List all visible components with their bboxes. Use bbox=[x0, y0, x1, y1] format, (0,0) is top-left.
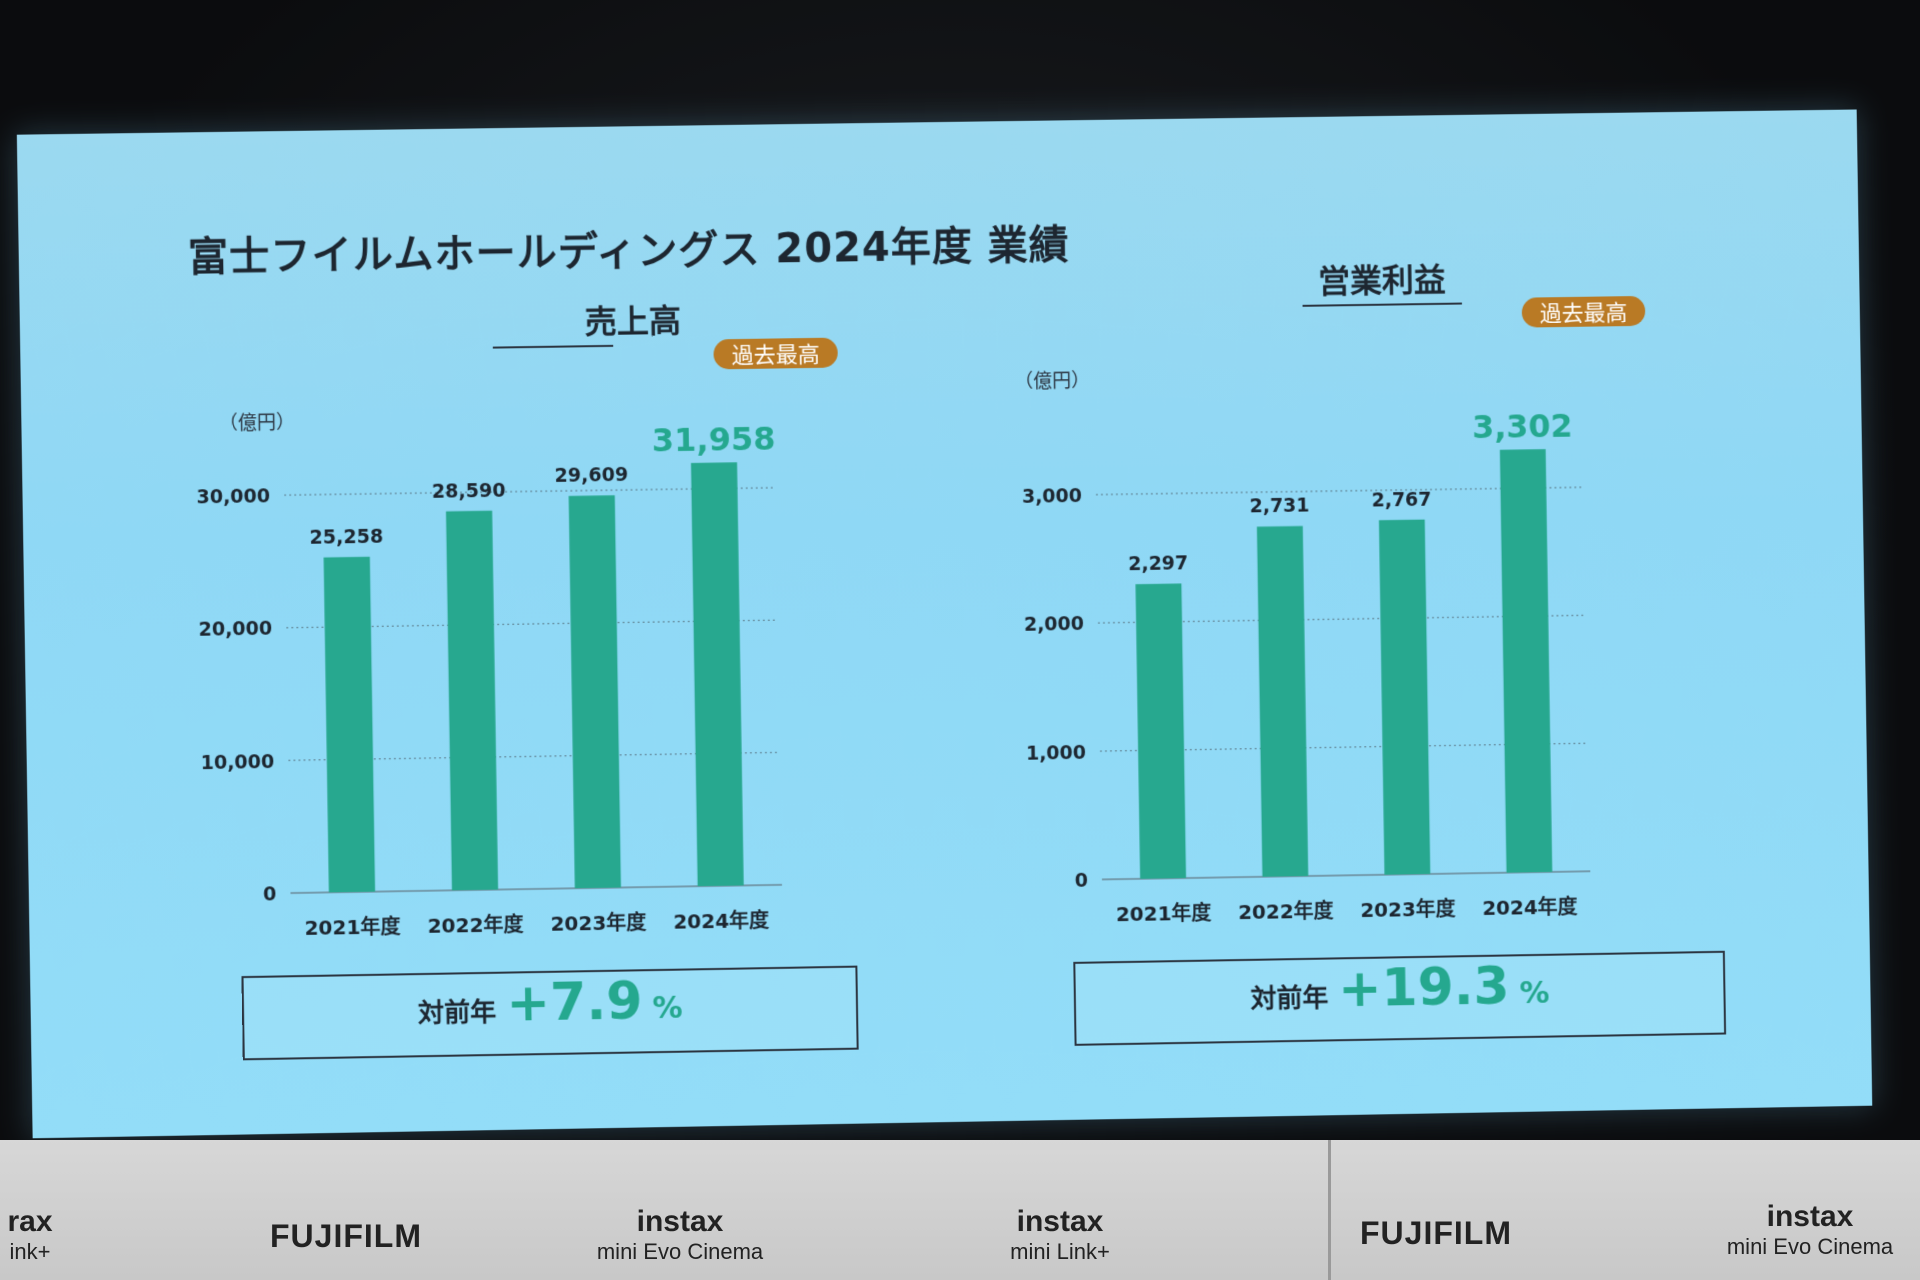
yoy-label: 対前年 bbox=[417, 997, 497, 1030]
x-tick-label: 2024年度 bbox=[1482, 894, 1578, 920]
data-label: 2,767 bbox=[1371, 489, 1431, 512]
brand-subword: ink+ bbox=[9, 1239, 51, 1264]
brand-instax-mini-evo-cinema: instax mini Evo Cinema bbox=[1715, 1200, 1905, 1260]
brand-fujifilm: FUJIFILM bbox=[270, 1218, 422, 1254]
bar bbox=[323, 556, 376, 893]
x-tick-label: 2022年度 bbox=[1238, 899, 1335, 925]
y-tick-label: 1,000 bbox=[1026, 741, 1086, 764]
chart-panel-sales: 売上高 （億円） 過去最高 0 10,000 20,000 30,000 2021年度 2… bbox=[191, 290, 1086, 1125]
data-label: 25,258 bbox=[309, 525, 383, 548]
yoy-unit: % bbox=[1519, 975, 1550, 1012]
y-tick-label: 0 bbox=[1075, 870, 1089, 892]
y-tick-label: 20,000 bbox=[198, 618, 272, 641]
yoy-unit: % bbox=[652, 990, 683, 1027]
brand-subword: mini Evo Cinema bbox=[1726, 1234, 1894, 1259]
bar bbox=[1499, 449, 1553, 873]
brand-subword: mini Link+ bbox=[1010, 1239, 1110, 1264]
y-tick-label: 2,000 bbox=[1024, 613, 1084, 636]
brand-word: instax bbox=[1766, 1200, 1854, 1233]
yoy-value: +7.9 bbox=[505, 971, 643, 1034]
bar bbox=[445, 510, 499, 891]
data-label-highlight: 3,302 bbox=[1472, 407, 1573, 446]
signage-strip bbox=[0, 1140, 1920, 1280]
yoy-box: 対前年 +19.3 % bbox=[1073, 950, 1727, 1046]
chart-panel-operating-profit: 営業利益 （億円） 過去最高 0 1,000 2,000 3,000 2021年度 2,2… bbox=[1003, 261, 1892, 1111]
data-label: 29,609 bbox=[555, 464, 629, 487]
x-tick-label: 2021年度 bbox=[1116, 901, 1213, 927]
brand-partial-instax: rax ink+ bbox=[0, 1205, 60, 1265]
bar bbox=[1256, 525, 1309, 877]
brand-fujifilm: FUJIFILM bbox=[1360, 1215, 1512, 1251]
y-tick-label: 3,000 bbox=[1022, 485, 1082, 508]
y-tick-label: 30,000 bbox=[196, 485, 270, 508]
yoy-label: 対前年 bbox=[1250, 983, 1329, 1015]
projection-screen: 富士フイルムホールディングス 2024年度 業績 売上高 （億円） 過去最高 0… bbox=[16, 109, 1873, 1139]
x-tick-label: 2023年度 bbox=[550, 910, 647, 936]
bar-chart-operating-profit: 0 1,000 2,000 3,000 2021年度 2,297 2022年度 2,731 20… bbox=[1022, 407, 1889, 927]
yoy-box: 対前年 +7.9 % bbox=[241, 965, 859, 1061]
brand-instax-mini-link: instax mini Link+ bbox=[980, 1205, 1140, 1265]
brand-word: instax bbox=[636, 1205, 724, 1238]
bar bbox=[1135, 583, 1187, 879]
y-tick-label: 0 bbox=[263, 883, 277, 905]
signage-divider bbox=[1328, 1140, 1331, 1280]
brand-instax-mini-evo-cinema: instax mini Evo Cinema bbox=[585, 1205, 775, 1265]
x-tick-label: 2023年度 bbox=[1360, 897, 1457, 923]
data-label: 28,590 bbox=[432, 479, 506, 502]
x-tick-label: 2022年度 bbox=[427, 912, 524, 938]
x-tick-label: 2021年度 bbox=[304, 914, 401, 940]
brand-subword: mini Evo Cinema bbox=[596, 1239, 764, 1264]
bar bbox=[1378, 519, 1431, 875]
brand-word: instax bbox=[1016, 1205, 1104, 1238]
data-label: 2,731 bbox=[1249, 495, 1309, 518]
data-label-highlight: 31,958 bbox=[652, 420, 776, 460]
y-tick-label: 10,000 bbox=[200, 751, 274, 774]
slide-title: 富士フイルムホールディングス 2024年度 業績 bbox=[187, 222, 1070, 281]
x-tick-label: 2024年度 bbox=[673, 908, 770, 934]
brand-word: rax bbox=[7, 1205, 53, 1238]
bar bbox=[690, 461, 744, 886]
bar-chart-sales: 0 10,000 20,000 30,000 2021年度 25,258 2022年度 28,… bbox=[196, 420, 1083, 940]
data-label: 2,297 bbox=[1128, 552, 1188, 575]
yoy-value: +19.3 bbox=[1337, 956, 1510, 1020]
bar bbox=[568, 495, 621, 889]
